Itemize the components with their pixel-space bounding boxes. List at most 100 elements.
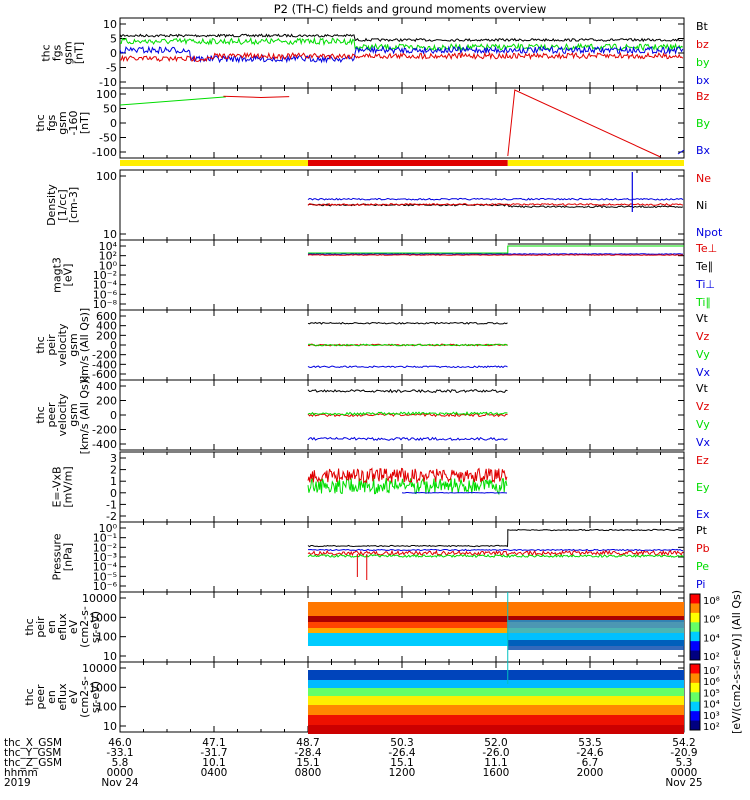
y-axis-label: peer	[45, 402, 58, 428]
spectrogram-band	[308, 616, 684, 622]
legend-black: Te∥	[695, 260, 713, 273]
ephemeris-value: Nov 25	[665, 777, 702, 789]
y-tick-label: 600	[96, 310, 117, 323]
y-tick-label: -100	[92, 146, 117, 159]
panel-data	[307, 243, 684, 256]
series-line-bz	[119, 51, 684, 63]
y-tick-label: 10⁻⁶	[93, 580, 118, 593]
y-tick-label: 0	[110, 409, 117, 422]
ephemeris-value: -33.1	[106, 747, 133, 759]
ephemeris-value: -26.0	[482, 747, 509, 759]
panel-frame	[119, 379, 685, 451]
y-axis-label: eV	[67, 689, 80, 704]
ephemeris-value: Nov 24	[101, 777, 139, 789]
y-axis-label: peir	[45, 334, 58, 356]
colorbar-tick-label: 10⁶	[703, 677, 720, 688]
legend-green: Ey	[696, 481, 710, 494]
x-axis: thc_X_GSM 46.0 47.1 48.7 50.3 52.0 53.5 54.2 thc…	[4, 737, 703, 789]
legend-green: Vy	[696, 418, 710, 431]
mode-bar-slow	[507, 160, 684, 166]
spectrogram-band	[308, 725, 684, 734]
panel-frame	[119, 451, 685, 523]
series-line-bx	[677, 149, 685, 155]
ephemeris-value: 10.1	[202, 757, 225, 769]
spectrogram-band	[308, 680, 684, 688]
panel-data	[307, 172, 684, 212]
ephemeris-value: -26.4	[388, 747, 415, 759]
colorbar-band	[690, 631, 700, 642]
y-axis-label: [km/s (All Qs)]	[78, 376, 91, 455]
y-axis-label: -160	[67, 111, 80, 136]
ephemeris-value: 48.7	[296, 737, 319, 749]
ephemeris-value: 0000	[107, 767, 134, 779]
y-axis-label: thc	[34, 336, 47, 353]
y-axis-label: thc	[40, 44, 53, 61]
series-line-bz	[223, 95, 290, 99]
y-tick-label: 100	[96, 88, 117, 101]
colorbar-tick-label: 10²	[703, 652, 720, 663]
ephemeris-value: 5.8	[112, 757, 129, 769]
legend-green: Vy	[696, 348, 710, 361]
ephemeris-value: 15.1	[390, 757, 413, 769]
y-axis-label: fgs	[51, 44, 64, 61]
legend-blue: Ti⊥	[695, 278, 715, 291]
y-tick-label: 400	[96, 320, 117, 333]
y-axis-label: (cm2-s-	[78, 676, 91, 718]
y-tick-label: 10000	[82, 662, 117, 675]
y-tick-label: 10	[103, 650, 117, 663]
ephemeris-value: 54.2	[672, 737, 695, 749]
series-line-pe	[307, 553, 684, 558]
legend-blue: Vx	[696, 366, 711, 379]
y-tick-label: 100	[96, 631, 117, 644]
y-tick-label: -600	[92, 368, 117, 381]
panel-data	[307, 467, 508, 496]
colorbar-frame	[689, 663, 701, 731]
y-axis-label: peir	[34, 616, 47, 638]
series-line-ti-perp	[307, 253, 683, 255]
series-line-bt	[119, 33, 684, 43]
ephemeris-value: -31.7	[200, 747, 227, 759]
chart-title: P2 (TH-C) fields and ground moments over…	[274, 2, 547, 16]
spectrogram-band	[308, 628, 684, 633]
y-axis-label: [nT]	[73, 42, 86, 64]
colorbar-tick-label: 10⁵	[703, 688, 720, 699]
colorbar-band	[690, 711, 700, 722]
y-axis-label: gsm	[67, 333, 80, 356]
legend-blue: Bx	[696, 144, 711, 157]
legend-red: Te⊥	[695, 242, 717, 255]
ephemeris-value: 1600	[483, 767, 510, 779]
colorbar-tick-label: 10³	[703, 711, 720, 722]
y-axis-label: eflux	[56, 683, 69, 711]
ephemeris-value: 46.0	[108, 737, 131, 749]
series-line-pb	[307, 549, 684, 557]
y-tick-label: 10⁻²	[93, 269, 117, 282]
colorbar-band	[690, 720, 700, 731]
y-axis-label: gsm	[67, 403, 80, 426]
y-axis-label: peer	[34, 684, 47, 710]
y-axis-label: [mV/m]	[62, 466, 75, 507]
ephemeris-value: 52.0	[484, 737, 507, 749]
y-tick-label: 1000	[89, 611, 117, 624]
y-axis-label: eflux	[56, 613, 69, 641]
legend-red: Vz	[696, 400, 710, 413]
ephemeris-value: 0800	[295, 767, 322, 779]
colorbar-band	[690, 682, 700, 693]
y-tick-label: 10⁻⁴	[93, 561, 118, 574]
series-line-ex	[401, 491, 508, 494]
colorbar-tick-label: 10⁴	[703, 633, 720, 644]
colorbar-band	[690, 701, 700, 712]
spectrogram-band	[308, 696, 684, 705]
y-tick-label: 2	[110, 464, 117, 477]
panel-data	[308, 602, 684, 650]
y-tick-label: -200	[92, 424, 117, 437]
y-tick-label: 0	[110, 47, 117, 60]
y-tick-label: 0	[110, 117, 117, 130]
y-axis-label: velocity	[56, 393, 69, 436]
y-tick-label: 400	[96, 380, 117, 393]
y-axis-label: velocity	[56, 323, 69, 366]
colorbar-frame	[689, 593, 701, 661]
colorbar-band	[690, 622, 700, 633]
